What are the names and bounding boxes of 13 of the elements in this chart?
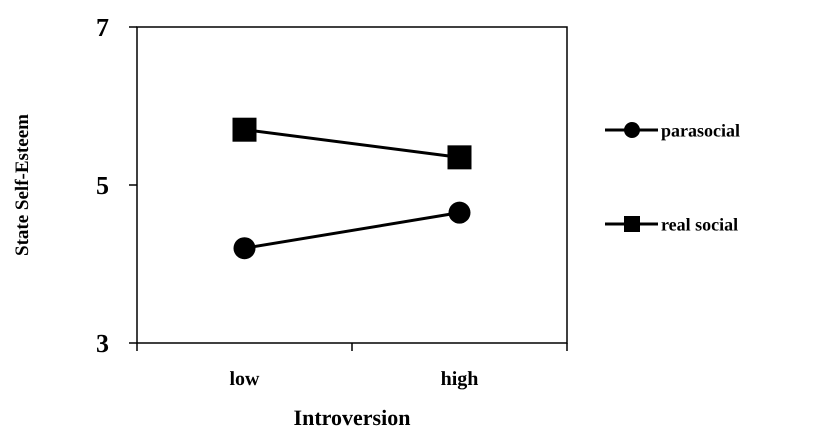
legend-label: real social bbox=[661, 214, 738, 234]
legend-label: parasocial bbox=[661, 120, 740, 140]
point bbox=[448, 145, 472, 170]
y-tick-label: 7 bbox=[96, 13, 109, 42]
x-tick-label: high bbox=[440, 368, 478, 390]
y-tick-label: 3 bbox=[96, 329, 109, 358]
x-tick-label: low bbox=[230, 368, 260, 390]
y-tick-label: 5 bbox=[96, 171, 109, 200]
point bbox=[232, 118, 256, 142]
x-axis-title: Introversion bbox=[294, 405, 410, 430]
point bbox=[448, 202, 470, 224]
y-axis-title: State Self-Esteem bbox=[12, 114, 33, 256]
point bbox=[234, 237, 256, 260]
